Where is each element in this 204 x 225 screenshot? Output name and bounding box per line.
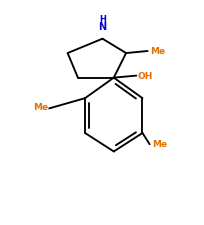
Text: OH: OH <box>137 72 152 81</box>
Text: Me: Me <box>149 47 164 56</box>
Text: Me: Me <box>32 104 48 112</box>
Text: N: N <box>98 22 106 32</box>
Text: Me: Me <box>151 140 166 149</box>
Text: H: H <box>99 15 105 24</box>
